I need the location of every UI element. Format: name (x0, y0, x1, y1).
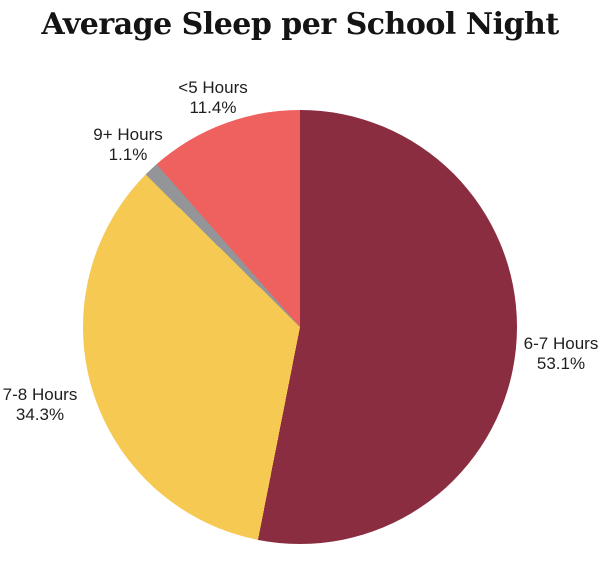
slice-label-percent: 11.4% (189, 98, 237, 117)
chart-title: Average Sleep per School Night (41, 7, 559, 42)
slice-label-7-8-hours: 7-8 Hours 34.3% (3, 385, 78, 425)
slice-label-percent: 34.3% (15, 405, 65, 424)
slice-label-9-plus-hours: 9+ Hours 1.1% (93, 125, 162, 165)
slice-label-percent: 1.1% (108, 145, 148, 164)
slice-label-text: 7-8 Hours (2, 385, 78, 404)
slice-label-percent: 53.1% (536, 354, 586, 373)
pie (83, 110, 517, 544)
slice-label-under-5-hours: <5 Hours 11.4% (178, 78, 247, 118)
slice-label-text: 9+ Hours (93, 125, 163, 144)
slice-label-6-7-hours: 6-7 Hours 53.1% (524, 334, 599, 374)
slice-label-text: 6-7 Hours (523, 334, 599, 353)
slice-label-text: <5 Hours (178, 78, 248, 97)
